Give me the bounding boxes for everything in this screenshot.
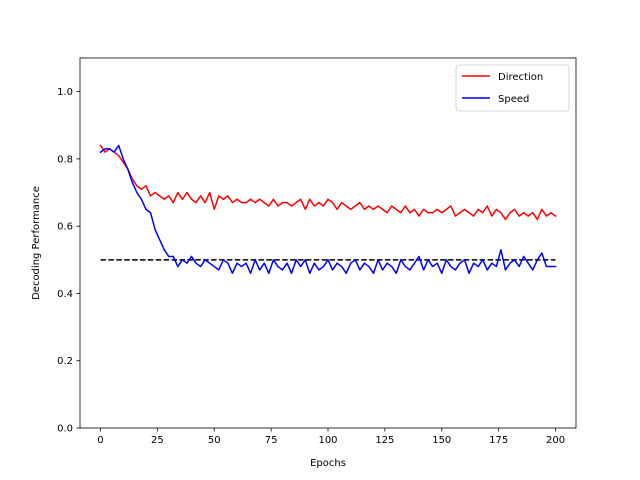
legend-label-direction: Direction bbox=[498, 72, 543, 83]
x-tick-label: 75 bbox=[265, 435, 278, 446]
plot-area-background bbox=[80, 58, 576, 428]
series-line-speed bbox=[99, 144, 557, 275]
x-tick-label: 125 bbox=[375, 435, 394, 446]
x-axis-label: Epochs bbox=[310, 458, 346, 469]
ticks-layer: 0 25 50 75 100 125 150 175 200 0.0 0.2 0.4 0.6 0.8 1.0 bbox=[57, 87, 565, 446]
x-tick-label: 200 bbox=[546, 435, 565, 446]
y-tick-label: 0.4 bbox=[57, 289, 73, 300]
x-tick-label: 150 bbox=[432, 435, 451, 446]
x-tick-label: 0 bbox=[97, 435, 103, 446]
y-tick-label: 1.0 bbox=[57, 87, 73, 98]
x-tick-label: 175 bbox=[489, 435, 508, 446]
legend: Direction Speed bbox=[455, 64, 570, 112]
legend-label-speed: Speed bbox=[498, 94, 529, 105]
y-tick-label: 0.0 bbox=[57, 424, 73, 435]
y-tick-label: 0.6 bbox=[57, 222, 73, 233]
y-axis-label: Decoding Performance bbox=[31, 186, 42, 300]
x-tick-label: 50 bbox=[208, 435, 221, 446]
x-tick-label: 100 bbox=[318, 435, 337, 446]
y-tick-label: 0.2 bbox=[57, 356, 73, 367]
series-line-direction bbox=[99, 144, 557, 221]
y-tick-label: 0.8 bbox=[57, 154, 73, 165]
x-tick-label: 25 bbox=[151, 435, 164, 446]
series-layer bbox=[99, 144, 557, 275]
